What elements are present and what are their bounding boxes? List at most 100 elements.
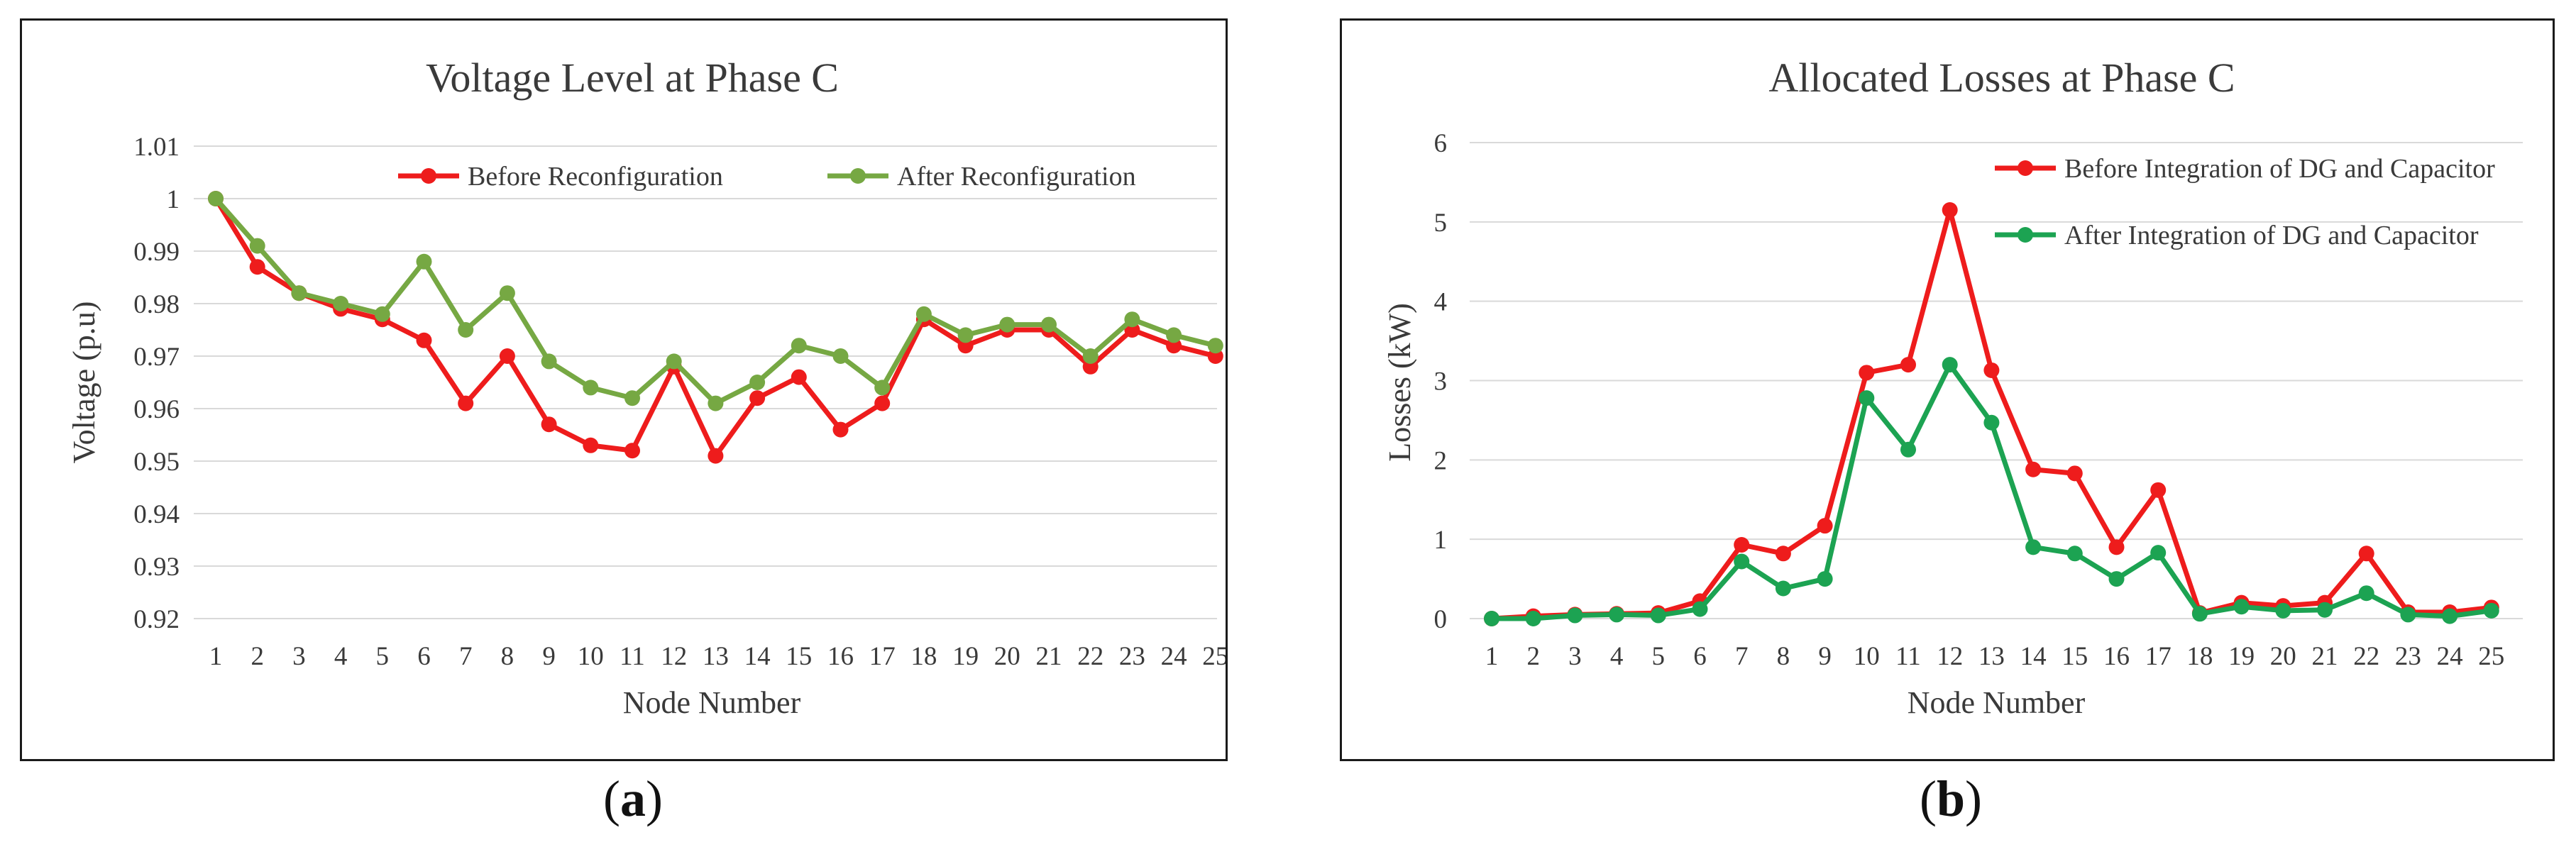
- x-tick-label: 14: [744, 642, 771, 671]
- data-point: [874, 380, 891, 396]
- x-tick-label: 12: [661, 642, 687, 671]
- data-point: [749, 390, 766, 406]
- data-point: [1567, 607, 1583, 624]
- data-point: [1775, 580, 1791, 597]
- x-tick-label: 15: [2062, 642, 2088, 671]
- legend-label: After Integration of DG and Capacitor: [2064, 221, 2479, 250]
- data-point: [915, 306, 932, 322]
- data-point: [416, 253, 432, 270]
- legend-swatch-marker: [850, 168, 866, 184]
- chart-title: Voltage Level at Phase C: [426, 55, 839, 101]
- data-point: [1817, 571, 1833, 587]
- data-point: [999, 316, 1015, 333]
- x-tick-label: 1: [209, 642, 223, 671]
- legend-label: Before Integration of DG and Capacitor: [2064, 154, 2495, 184]
- x-tick-label: 11: [620, 642, 645, 671]
- y-tick-label: 1: [1434, 526, 1448, 555]
- chart-title: Allocated Losses at Phase C: [1768, 55, 2235, 101]
- y-tick-label: 0.92: [133, 605, 180, 634]
- data-point: [1983, 362, 2000, 378]
- data-point: [1124, 311, 1140, 328]
- x-tick-label: 2: [251, 642, 264, 671]
- data-point: [1609, 607, 1625, 623]
- data-point: [374, 306, 390, 322]
- y-tick-label: 0.96: [133, 395, 180, 424]
- data-point: [1207, 338, 1223, 354]
- x-tick-label: 25: [1202, 642, 1226, 671]
- x-tick-label: 8: [1777, 642, 1790, 671]
- y-tick-label: 6: [1434, 129, 1448, 158]
- data-point: [1734, 553, 1750, 570]
- data-point: [2191, 606, 2208, 622]
- x-tick-label: 12: [1937, 642, 1963, 671]
- panel-label-a: (a): [603, 770, 663, 827]
- x-tick-label: 9: [1818, 642, 1832, 671]
- data-point: [583, 380, 599, 396]
- x-tick-label: 16: [2103, 642, 2130, 671]
- data-point: [791, 338, 807, 354]
- series-line-1: [214, 197, 1216, 459]
- legend-label: Before Reconfiguration: [468, 162, 723, 192]
- y-tick-label: 1: [167, 185, 180, 214]
- data-point: [2317, 602, 2333, 618]
- data-point: [832, 348, 849, 364]
- data-point: [832, 421, 849, 438]
- data-point: [1859, 390, 1875, 406]
- data-point: [708, 395, 724, 411]
- data-point: [541, 353, 557, 370]
- x-axis-label: Node Number: [623, 685, 801, 720]
- x-tick-label: 19: [952, 642, 979, 671]
- x-tick-label: 23: [2395, 642, 2421, 671]
- data-point: [2108, 571, 2125, 587]
- data-point: [2442, 608, 2458, 624]
- y-tick-label: 5: [1434, 209, 1448, 238]
- data-point: [583, 437, 599, 453]
- data-point: [2275, 602, 2291, 619]
- data-point: [624, 390, 640, 406]
- series-line-2: [214, 196, 1216, 406]
- x-tick-label: 24: [2437, 642, 2463, 671]
- data-point: [1082, 348, 1099, 364]
- data-point: [1900, 441, 1916, 458]
- x-tick-label: 5: [376, 642, 390, 671]
- data-point: [499, 285, 515, 301]
- data-point: [1942, 357, 1958, 373]
- data-point: [1859, 365, 1875, 381]
- legend-label: After Reconfiguration: [897, 162, 1136, 192]
- x-tick-label: 7: [1735, 642, 1749, 671]
- data-point: [416, 332, 432, 348]
- data-point: [1983, 414, 2000, 431]
- x-tick-label: 14: [2020, 642, 2047, 671]
- data-point: [874, 395, 891, 411]
- data-point: [1692, 601, 1708, 617]
- y-tick-label: 1.01: [133, 133, 180, 162]
- y-tick-label: 3: [1434, 367, 1448, 397]
- x-tick-label: 17: [2145, 642, 2172, 671]
- data-point: [1525, 611, 1541, 626]
- series-line-1: [1491, 207, 2492, 621]
- data-point: [666, 353, 682, 370]
- data-point: [249, 259, 265, 275]
- data-point: [541, 416, 557, 433]
- y-tick-label: 0.93: [133, 553, 180, 582]
- y-tick-label: 0.95: [133, 448, 180, 477]
- x-tick-label: 2: [1526, 642, 1540, 671]
- x-tick-label: 10: [578, 642, 604, 671]
- y-tick-label: 0.98: [133, 290, 180, 319]
- data-point: [957, 327, 974, 343]
- data-point: [2358, 585, 2374, 602]
- data-point: [1900, 357, 1916, 373]
- y-tick-label: 2: [1434, 446, 1448, 475]
- data-point: [791, 369, 807, 385]
- data-point: [208, 191, 224, 206]
- voltage-chart: Voltage Level at Phase C 0.92 0.93 0.94 0.95…: [67, 55, 1226, 720]
- chart-panel-a: Voltage Level at Phase C 0.92 0.93 0.94 0.95…: [20, 18, 1228, 761]
- y-tick-label: 0.97: [133, 343, 180, 372]
- data-point: [1942, 202, 1958, 218]
- data-point: [458, 322, 474, 338]
- x-tick-label: 11: [1895, 642, 1921, 671]
- x-tick-label: 5: [1652, 642, 1666, 671]
- x-tick-label: 13: [703, 642, 729, 671]
- x-tick-label: 10: [1854, 642, 1880, 671]
